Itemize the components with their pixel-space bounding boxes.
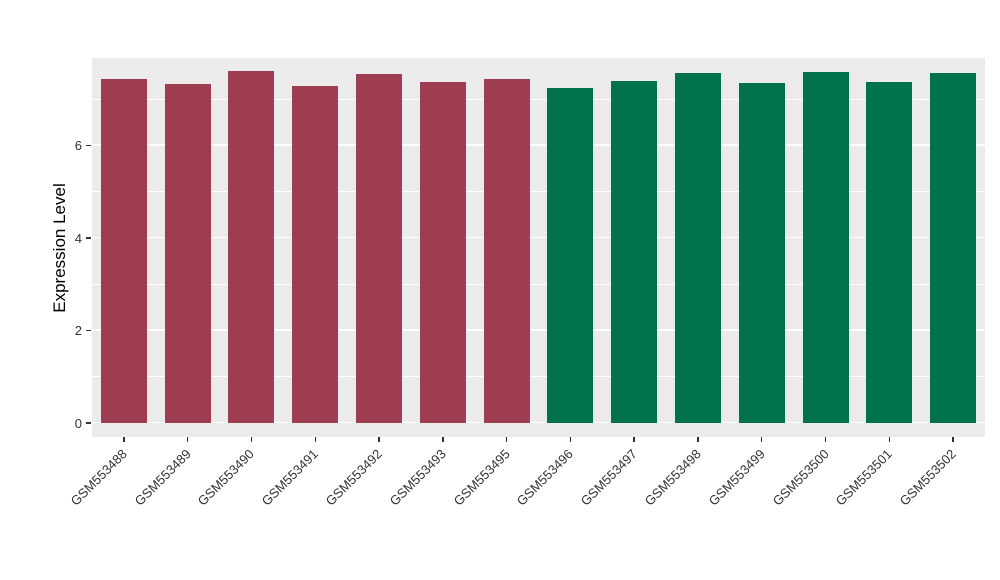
expression-bar <box>930 72 977 423</box>
x-tick-label: GSM553488 <box>67 446 130 509</box>
expression-bar <box>356 74 403 423</box>
x-tick-mark <box>442 437 444 442</box>
y-tick-label: 4 <box>74 230 82 246</box>
expression-bar <box>164 84 211 423</box>
x-tick-mark <box>633 437 635 442</box>
expression-bar <box>228 70 275 423</box>
x-tick-mark <box>505 437 508 442</box>
expression-bar <box>802 71 849 423</box>
y-tick-mark <box>86 422 91 424</box>
x-tick-mark <box>569 437 572 442</box>
gridline-major <box>92 329 985 331</box>
y-tick-mark <box>86 145 91 147</box>
x-tick-mark <box>186 437 189 442</box>
expression-bar <box>738 82 785 423</box>
expression-bar <box>292 85 339 423</box>
y-tick-mark <box>86 237 91 239</box>
expression-bar <box>419 82 466 423</box>
x-tick-mark <box>952 437 954 442</box>
y-tick-label: 2 <box>74 323 82 339</box>
x-tick-mark <box>761 437 763 442</box>
x-tick-mark <box>250 437 253 442</box>
y-tick-label: 6 <box>74 138 82 154</box>
gridline-minor <box>92 376 985 377</box>
x-tick-mark <box>697 437 699 442</box>
gridline-minor <box>92 191 985 192</box>
expression-bar <box>611 81 658 423</box>
x-tick-mark <box>314 437 316 442</box>
plot-panel <box>92 58 985 437</box>
y-tick-label: 0 <box>74 415 82 431</box>
x-tick-mark <box>888 437 890 442</box>
expression-bar <box>547 88 594 423</box>
gridline-major <box>92 236 985 239</box>
expression-bar <box>866 82 913 423</box>
x-tick-mark <box>378 437 380 442</box>
expression-bar <box>100 78 147 423</box>
expression-bar <box>483 78 530 423</box>
expression-bar <box>674 72 721 423</box>
gridline-major <box>92 421 985 423</box>
gridline-minor <box>92 98 985 100</box>
x-tick-mark <box>123 437 125 442</box>
y-axis-title: Expression Level <box>50 182 69 313</box>
x-tick-mark <box>824 437 827 442</box>
gridline-major <box>92 144 985 146</box>
y-tick-mark <box>86 329 91 332</box>
gridline-minor <box>92 283 985 285</box>
